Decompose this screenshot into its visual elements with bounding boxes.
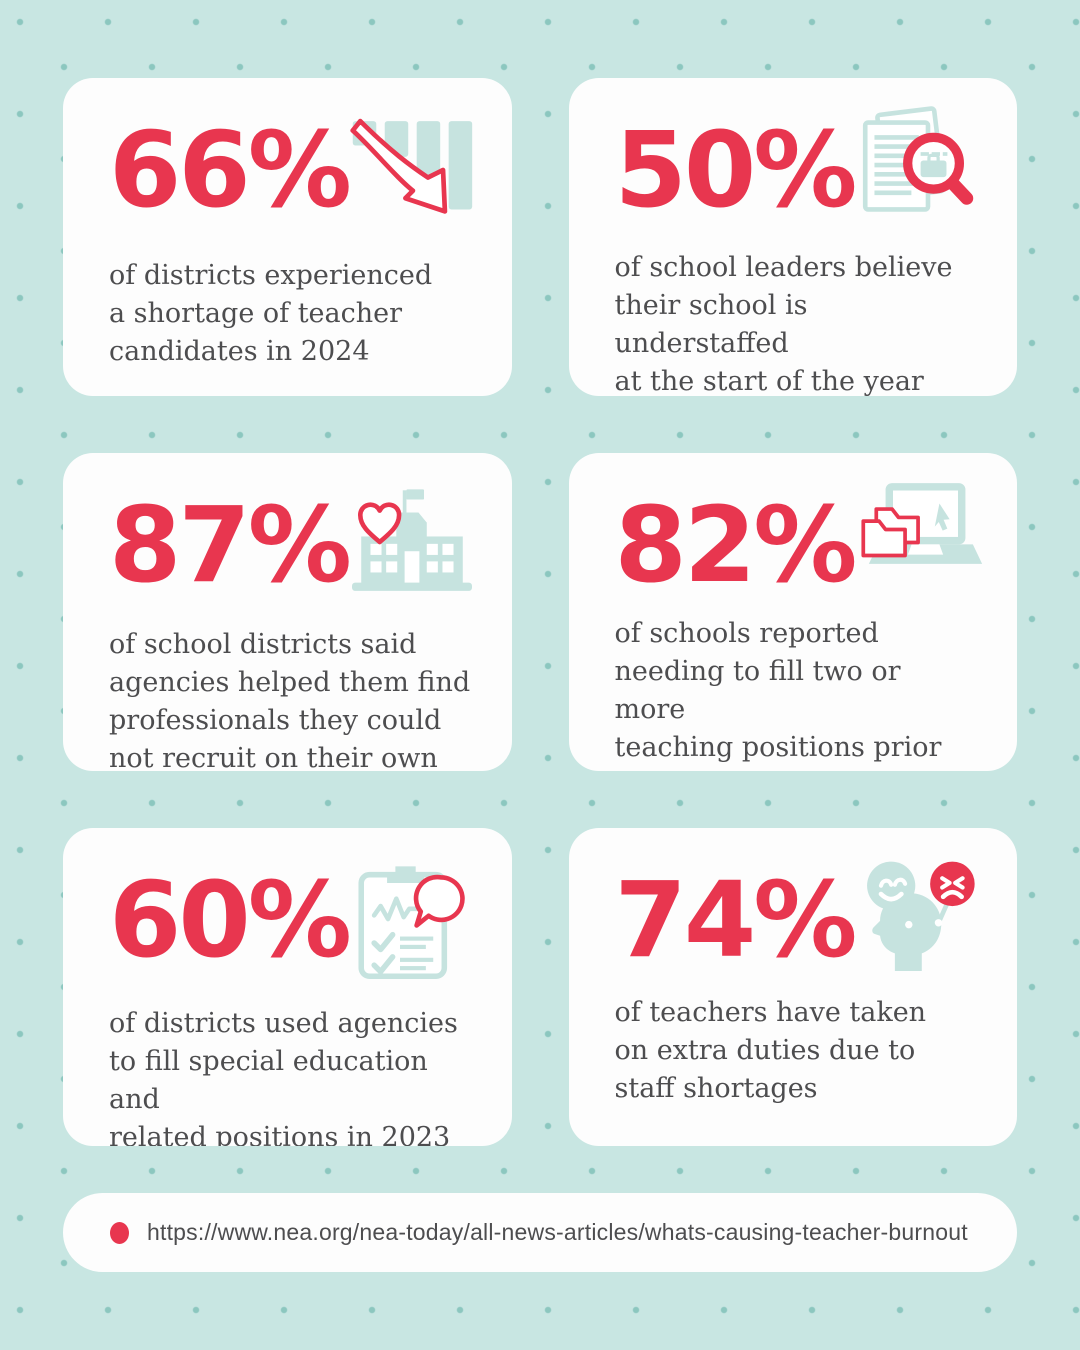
stat-card-understaffed: 50% [568, 78, 1017, 396]
stat-description: of districts experienced a shortage of t… [109, 260, 433, 367]
school-heart-icon [351, 481, 472, 608]
stat-card-extra-duties: 74% [568, 828, 1017, 1146]
stat-description: of districts used agencies to fill speci… [109, 1008, 458, 1146]
clipboard-speech-icon [352, 856, 472, 987]
document-search-icon [854, 106, 978, 231]
stat-value: 74% [614, 859, 858, 981]
source-url[interactable]: https://www.nea.org/nea-today/all-news-a… [147, 1219, 968, 1245]
stat-description: of teachers have taken on extra duties d… [614, 997, 927, 1104]
laptop-folders-icon [854, 481, 984, 596]
stat-value: 60% [109, 859, 352, 981]
head-faces-icon [854, 856, 984, 976]
declining-bar-chart-icon [349, 106, 475, 239]
stat-card-grid: 66% of districts experienced a shortage … [63, 78, 1017, 1146]
stat-value: 87% [109, 484, 352, 606]
stat-value: 82% [614, 484, 858, 606]
stat-value: 50% [614, 109, 858, 231]
stat-card-special-education: 60% of districts [63, 828, 512, 1146]
stat-description: of schools reported needing to fill two … [614, 618, 942, 771]
stat-value: 66% [109, 109, 352, 231]
stat-card-agencies-helped: 87% [63, 453, 512, 771]
stat-description: of school leaders believe their school i… [614, 252, 953, 396]
stat-description: of school districts said agencies helped… [109, 629, 471, 771]
stat-card-teacher-shortage: 66% of districts experienced a shortage … [63, 78, 512, 396]
red-dot-icon [110, 1221, 129, 1244]
stat-card-open-positions: 82% of schools reported needing to fill … [568, 453, 1017, 771]
source-url-bar[interactable]: https://www.nea.org/nea-today/all-news-a… [63, 1193, 1017, 1272]
